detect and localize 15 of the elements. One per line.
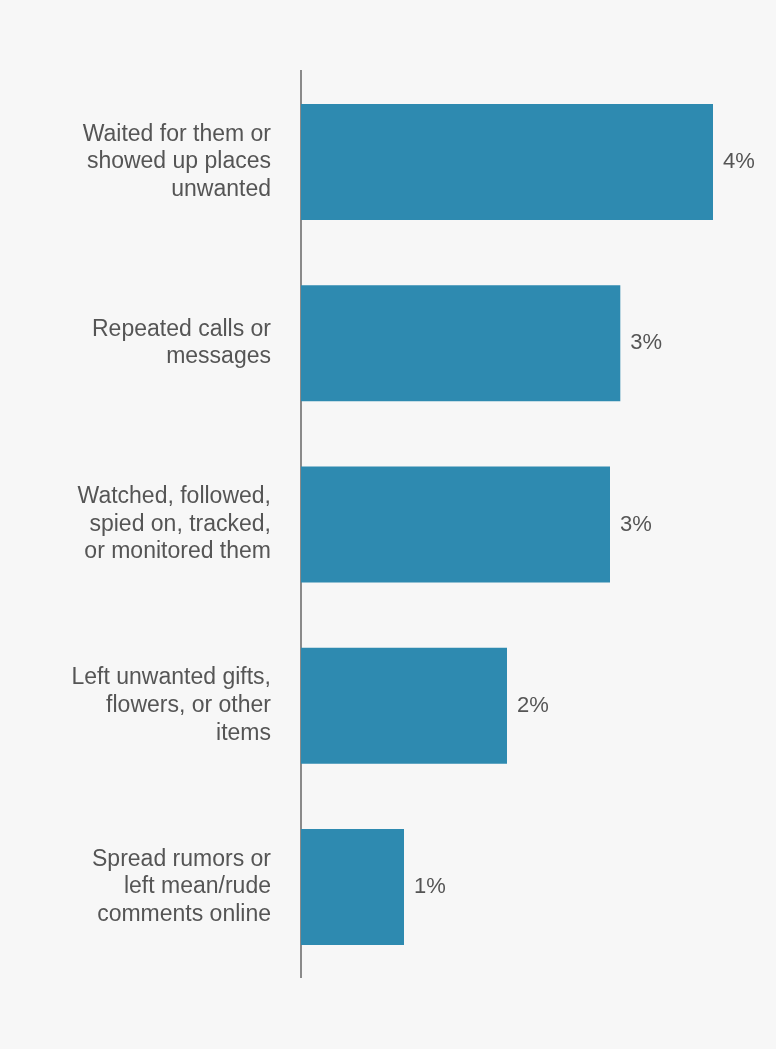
y-tick-label: Waited for them or showed up places unwanted <box>82 119 272 201</box>
bar <box>301 466 610 583</box>
data-label: 4% <box>723 148 755 174</box>
data-label: 2% <box>517 691 549 717</box>
data-label: 1% <box>414 873 446 899</box>
y-tick-label: Spread rumors or left mean/rude comments online <box>92 844 272 926</box>
y-tick-label: Left unwanted gifts, flowers, or other items <box>71 663 272 745</box>
bar <box>301 104 713 221</box>
bar <box>301 828 404 945</box>
y-tick-label: Repeated calls or messages <box>92 314 272 369</box>
data-label: 3% <box>630 329 663 355</box>
bar <box>301 647 507 764</box>
data-label: 3% <box>620 510 652 536</box>
bar <box>301 285 621 402</box>
y-tick-label: Watched, followed, spied on, tracked, or monitored them <box>77 482 271 564</box>
